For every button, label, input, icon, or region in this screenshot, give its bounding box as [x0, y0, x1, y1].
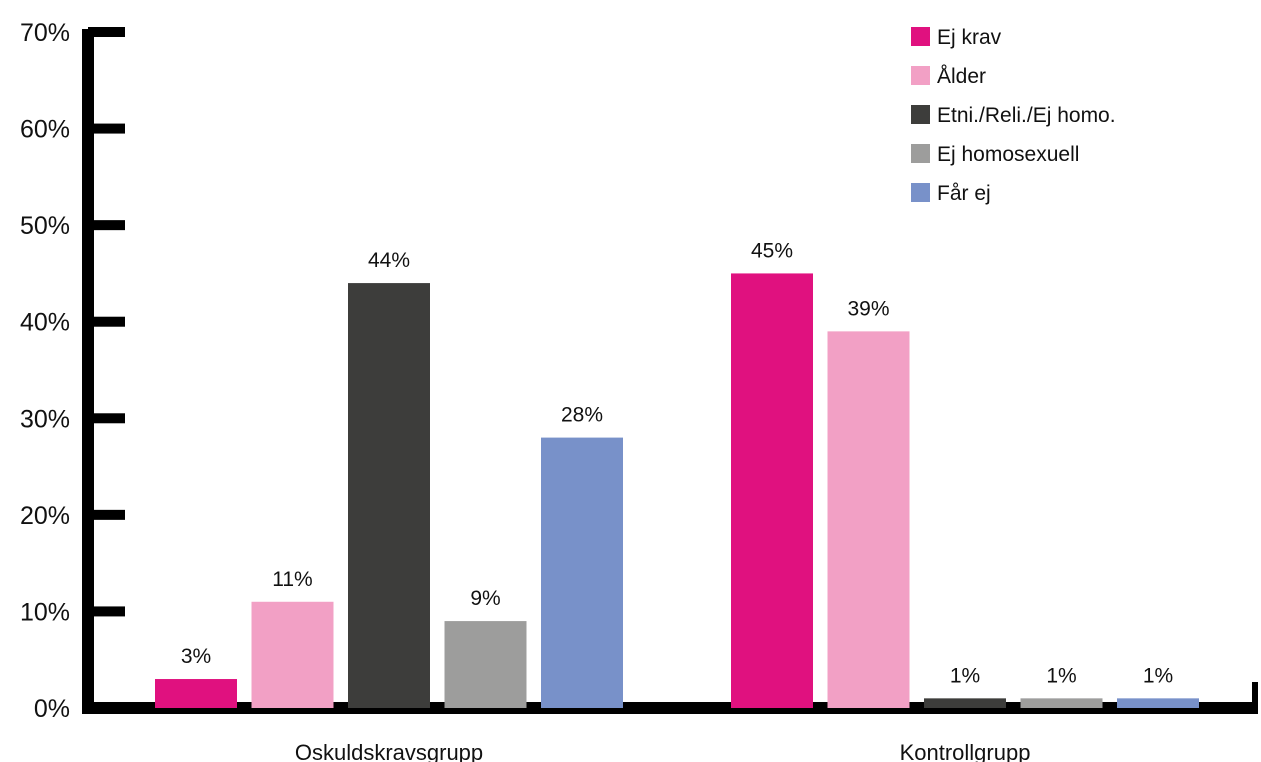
x-axis-category-labels: Oskuldskravsgrupp Kontrollgrupp — [295, 740, 1031, 762]
y-axis-line — [82, 29, 94, 714]
bar — [1117, 698, 1199, 708]
y-tick-label: 0% — [34, 695, 70, 723]
legend-item: Etni./Reli./Ej homo. — [911, 104, 1116, 127]
legend-item: Ej homosexuell — [911, 143, 1079, 166]
legend-item: Ålder — [911, 65, 986, 88]
x-axis-end-tick — [1252, 682, 1258, 714]
legend-label: Etni./Reli./Ej homo. — [937, 104, 1116, 127]
legend-label: Får ej — [937, 182, 991, 205]
data-label: 45% — [751, 239, 793, 262]
legend: Ej krav Ålder Etni./Reli./Ej homo. Ej homos… — [911, 26, 1116, 205]
category-label: Kontrollgrupp — [900, 740, 1031, 762]
bar — [155, 679, 237, 708]
legend-swatch — [911, 183, 930, 202]
bar — [541, 437, 623, 708]
y-tick-mark — [88, 606, 125, 617]
bar — [924, 698, 1006, 708]
data-label: 11% — [272, 568, 312, 591]
y-tick-label: 70% — [20, 19, 70, 47]
y-tick-label: 50% — [20, 212, 70, 240]
legend-item: Ej krav — [911, 26, 1002, 49]
bars — [155, 273, 1199, 708]
bar — [827, 331, 910, 708]
y-tick-mark — [88, 316, 125, 327]
data-label: 39% — [847, 297, 889, 320]
legend-item: Får ej — [911, 182, 991, 205]
bar — [731, 273, 813, 708]
data-label: 1% — [950, 664, 980, 687]
y-tick-mark — [88, 27, 125, 37]
bar — [444, 621, 527, 708]
legend-swatch — [911, 66, 930, 85]
legend-swatch — [911, 27, 930, 46]
data-label: 3% — [181, 645, 211, 668]
y-tick-label: 10% — [20, 598, 70, 626]
legend-label: Ålder — [937, 65, 986, 88]
y-tick-label: 20% — [20, 502, 70, 530]
y-axis-ticks: 0% 10% 20% 30% 40% 50% 60% 70% — [20, 19, 125, 723]
data-label: 9% — [470, 587, 500, 610]
y-tick-mark — [88, 413, 125, 424]
data-label: 1% — [1046, 664, 1076, 687]
bar — [251, 601, 334, 708]
legend-label: Ej krav — [937, 26, 1002, 49]
legend-swatch — [911, 105, 930, 124]
y-tick-mark — [88, 509, 125, 520]
bar — [348, 283, 430, 708]
legend-label: Ej homosexuell — [937, 143, 1079, 166]
bar — [1020, 698, 1103, 708]
y-tick-mark — [88, 123, 125, 134]
data-label: 44% — [368, 249, 410, 272]
legend-swatch — [911, 144, 930, 163]
y-tick-label: 30% — [20, 405, 70, 433]
data-label: 28% — [561, 404, 603, 427]
category-label: Oskuldskravsgrupp — [295, 740, 483, 762]
data-label: 1% — [1143, 664, 1173, 687]
y-tick-mark — [88, 220, 125, 231]
data-labels: 3% 11% 44% 9% 28% 45% 39% 1% 1% 1% — [181, 239, 1173, 687]
y-tick-label: 60% — [20, 116, 70, 144]
y-tick-label: 40% — [20, 309, 70, 337]
